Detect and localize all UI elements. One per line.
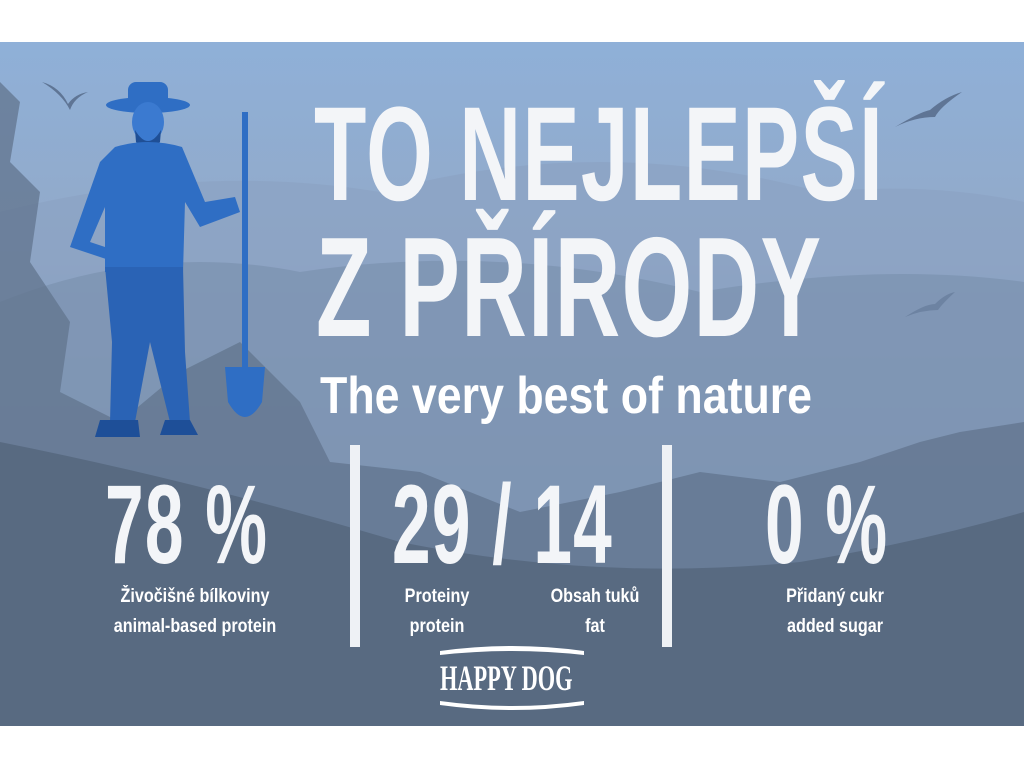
logo-text: HAPPY DOG: [440, 658, 573, 698]
bird-icon: [895, 92, 962, 127]
stat-sugar-value: 0 %: [765, 462, 889, 587]
farmer-illustration: [70, 82, 265, 437]
stat-protein-fat-value: 29 / 14: [392, 462, 614, 587]
landscape-illustration: [0, 82, 1024, 726]
bird-icon: [42, 82, 88, 110]
headline-line2: Z PŘÍRODY: [316, 208, 823, 367]
stat-sugar-label-cz: Přidaný cukr: [786, 586, 884, 607]
divider: [662, 445, 672, 647]
stat-animal-protein-value: 78 %: [105, 462, 269, 587]
happy-dog-logo: HAPPY DOG: [436, 645, 588, 711]
divider: [350, 445, 360, 647]
bird-icon: [905, 292, 955, 317]
stat-protein-label-cz: Proteiny: [404, 586, 470, 607]
headline-line1: TO NEJLEPŠÍ: [314, 80, 885, 229]
stat-animal-protein-label-en: animal-based protein: [113, 616, 277, 637]
stat-protein-label-en: protein: [409, 616, 465, 637]
stat-sugar-label-en: added sugar: [786, 616, 884, 637]
stat-fat-label-en: fat: [585, 616, 605, 637]
stat-animal-protein-label-cz: Živočišné bílkoviny: [120, 586, 270, 607]
stat-fat-label-cz: Obsah tuků: [550, 586, 640, 607]
hero-banner: TO NEJLEPŠÍ Z PŘÍRODY The very best of n…: [0, 42, 1024, 726]
headline-subtitle: The very best of nature: [320, 367, 813, 425]
